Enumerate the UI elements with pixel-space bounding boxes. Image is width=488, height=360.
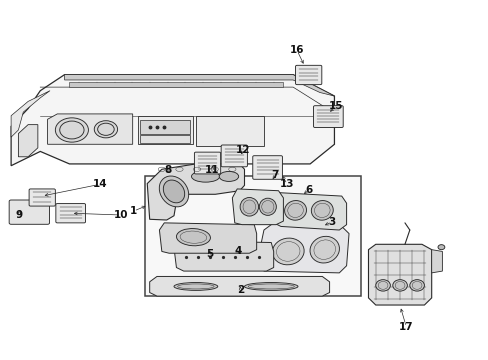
- Polygon shape: [232, 189, 283, 225]
- Text: 4: 4: [235, 246, 242, 256]
- Ellipse shape: [437, 245, 444, 249]
- Ellipse shape: [163, 180, 184, 203]
- Text: 13: 13: [280, 179, 294, 189]
- Text: 3: 3: [328, 217, 335, 227]
- Text: 6: 6: [305, 185, 312, 195]
- FancyBboxPatch shape: [313, 106, 343, 127]
- Ellipse shape: [284, 201, 306, 220]
- Text: 1: 1: [130, 206, 137, 216]
- Text: 15: 15: [328, 101, 343, 111]
- Ellipse shape: [55, 118, 88, 142]
- Polygon shape: [174, 241, 273, 271]
- Polygon shape: [368, 244, 431, 305]
- Ellipse shape: [309, 236, 339, 263]
- Text: 7: 7: [271, 170, 278, 180]
- Polygon shape: [259, 223, 348, 273]
- Ellipse shape: [219, 171, 238, 181]
- Polygon shape: [11, 75, 334, 166]
- Text: 12: 12: [236, 145, 250, 156]
- Polygon shape: [137, 116, 193, 144]
- FancyBboxPatch shape: [29, 189, 55, 206]
- Polygon shape: [64, 75, 334, 96]
- FancyBboxPatch shape: [194, 152, 220, 174]
- Text: 14: 14: [93, 179, 107, 189]
- Polygon shape: [47, 114, 132, 144]
- Polygon shape: [149, 276, 329, 296]
- Polygon shape: [69, 82, 283, 87]
- FancyBboxPatch shape: [252, 156, 282, 179]
- Ellipse shape: [174, 283, 217, 291]
- Ellipse shape: [259, 198, 276, 215]
- Text: 9: 9: [15, 210, 22, 220]
- FancyBboxPatch shape: [221, 145, 247, 167]
- Ellipse shape: [272, 238, 304, 265]
- Text: 2: 2: [237, 285, 244, 295]
- Text: 17: 17: [398, 322, 413, 332]
- Ellipse shape: [159, 176, 188, 207]
- Ellipse shape: [244, 283, 297, 291]
- Ellipse shape: [409, 280, 424, 291]
- Text: 10: 10: [114, 210, 128, 220]
- Polygon shape: [140, 120, 190, 134]
- Polygon shape: [11, 91, 50, 137]
- Polygon shape: [147, 164, 244, 220]
- Text: 11: 11: [204, 165, 219, 175]
- Polygon shape: [271, 193, 346, 230]
- FancyBboxPatch shape: [295, 65, 321, 85]
- Ellipse shape: [392, 280, 407, 291]
- FancyBboxPatch shape: [56, 203, 85, 223]
- FancyBboxPatch shape: [9, 200, 49, 224]
- Polygon shape: [19, 125, 38, 157]
- Text: 16: 16: [289, 45, 304, 55]
- Polygon shape: [159, 223, 256, 253]
- Ellipse shape: [94, 121, 117, 138]
- Polygon shape: [196, 116, 264, 146]
- Ellipse shape: [375, 280, 389, 291]
- Ellipse shape: [311, 201, 333, 220]
- Text: 5: 5: [205, 249, 213, 259]
- Polygon shape: [140, 135, 190, 143]
- Ellipse shape: [176, 229, 210, 246]
- Polygon shape: [431, 249, 442, 273]
- Text: 8: 8: [163, 165, 171, 175]
- Ellipse shape: [191, 171, 219, 182]
- Bar: [144, 176, 361, 296]
- Ellipse shape: [240, 198, 258, 216]
